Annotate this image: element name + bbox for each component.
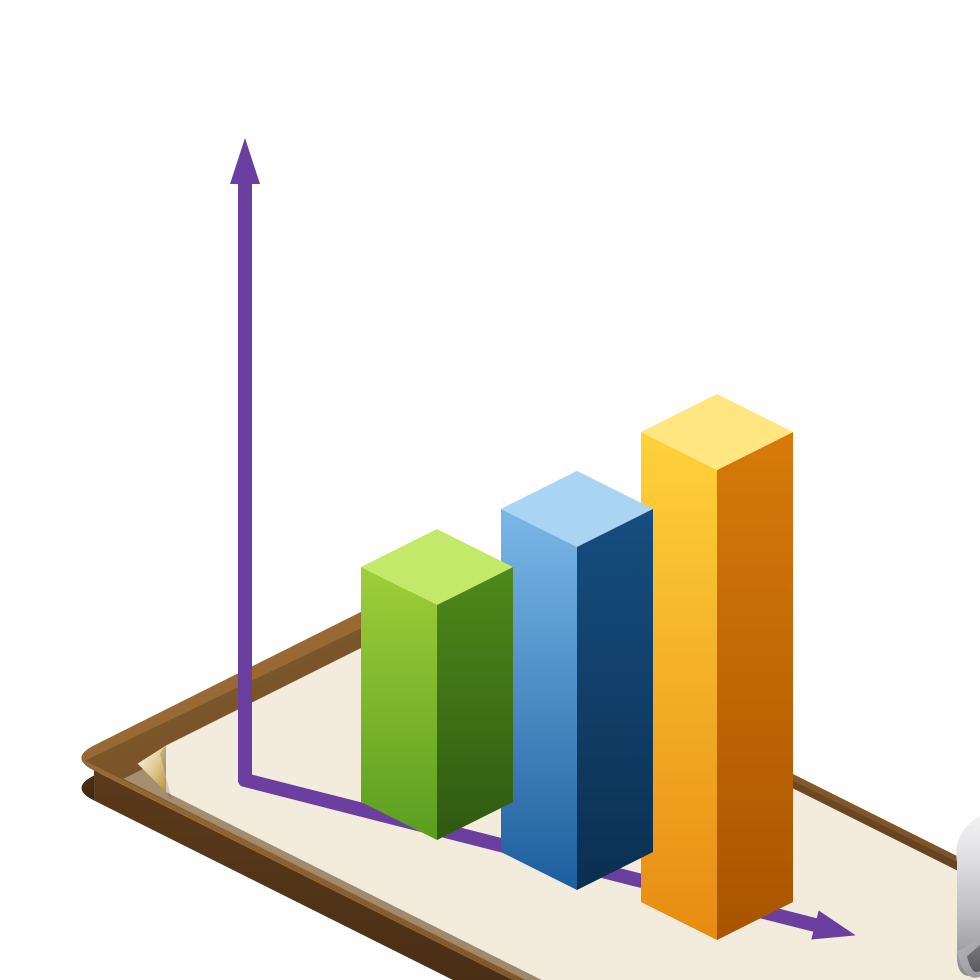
chart-clipboard-illustration — [0, 0, 980, 980]
bar-1-side — [437, 567, 513, 840]
bar-3-side — [717, 432, 793, 940]
bar-2-side — [577, 509, 653, 890]
y-axis-arrowhead — [230, 138, 260, 184]
bar-1-front — [361, 567, 437, 840]
